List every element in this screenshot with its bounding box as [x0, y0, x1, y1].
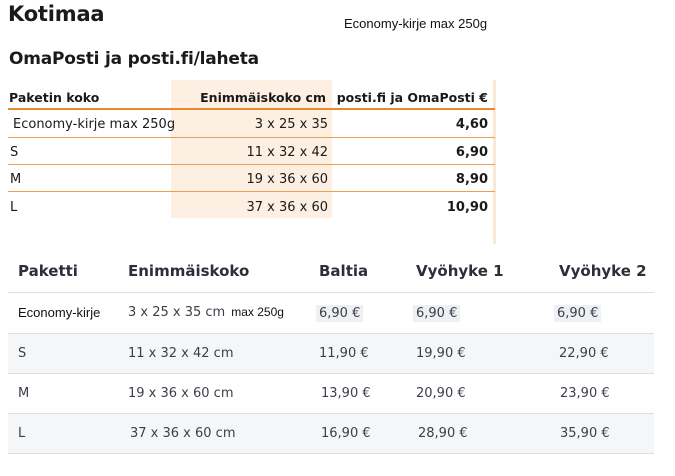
table1-row-price: 4,60	[455, 117, 488, 132]
economy-letter-note: Economy-kirje max 250g	[344, 16, 488, 31]
table2-row-baltia: 11,90 €	[319, 346, 369, 361]
table2-header-divider	[8, 292, 654, 293]
table1-row-divider	[8, 191, 495, 192]
table1-row-price: 10,90	[446, 200, 488, 215]
table2-row-baltia: 6,90 €	[316, 305, 364, 322]
table2-header-zone1: Vyöhyke 1	[416, 262, 504, 280]
page-title: Kotimaa	[8, 2, 105, 26]
table2-row-size: 37 x 36 x 60 cm	[130, 426, 236, 441]
table2-row-zone1: 19,90 €	[416, 346, 466, 361]
table2-row-zone1: 6,90 €	[413, 305, 461, 322]
table2-row-size-note: max 250g	[231, 305, 284, 319]
table1-row-name: Economy-kirje max 250g	[13, 117, 176, 132]
table2-row-zone1: 20,90 €	[416, 386, 466, 401]
table1-row-size: 11 x 32 x 42	[246, 145, 328, 160]
table2-header-zone2: Vyöhyke 2	[559, 262, 647, 280]
table2-header-baltia: Baltia	[319, 262, 369, 280]
table2-row-size-cell: 3 x 25 x 35 cm max 250g	[128, 305, 284, 320]
table2-row-background	[8, 414, 654, 453]
table1-header-size-name: Paketin koko	[9, 90, 100, 105]
table1-row-size: 3 x 25 x 35	[254, 117, 328, 132]
table1-row-divider	[8, 164, 495, 165]
table2-row-divider	[8, 413, 654, 414]
table2-row-size: 11 x 32 x 42 cm	[128, 346, 234, 361]
table2-row-baltia: 13,90 €	[321, 386, 371, 401]
table2-header-package: Paketti	[18, 262, 78, 280]
table2-row-divider	[8, 453, 654, 454]
table1-row-divider	[8, 137, 495, 138]
table2-row-divider	[8, 333, 654, 334]
table2-row-zone2: 22,90 €	[559, 346, 609, 361]
table2-row-zone2: 35,90 €	[560, 426, 610, 441]
table1-row-name: S	[10, 145, 19, 160]
table2-row-name: M	[18, 386, 30, 401]
table2-row-size: 19 x 36 x 60 cm	[128, 386, 234, 401]
table2-row-zone2: 6,90 €	[554, 305, 602, 322]
highlight-edge	[493, 80, 496, 244]
table1-row-price: 8,90	[455, 172, 488, 187]
table2-row-zone2: 23,90 €	[560, 386, 610, 401]
table2-row-baltia: 16,90 €	[321, 426, 371, 441]
table1-header-rule	[8, 108, 495, 110]
section-title: OmaPosti ja posti.fi/laheta	[9, 49, 259, 69]
table2-row-name: Economy-kirje	[18, 305, 101, 320]
table2-row-name: S	[18, 346, 27, 361]
table2-row-zone1: 28,90 €	[418, 426, 468, 441]
table1-row-name: L	[10, 200, 18, 215]
table2-row-divider	[8, 373, 654, 374]
table2-row-background	[8, 334, 654, 373]
table2-row-name: L	[18, 426, 26, 441]
table2-row-size: 3 x 25 x 35 cm	[128, 305, 226, 320]
table1-header-price: posti.fi ja OmaPosti €	[336, 90, 488, 105]
table1-row-size: 37 x 36 x 60	[246, 200, 328, 215]
table1-row-price: 6,90	[455, 145, 488, 160]
highlight-column	[171, 80, 332, 218]
table1-row-name: M	[10, 172, 22, 187]
table1-row-size: 19 x 36 x 60	[246, 172, 328, 187]
table1-header-max-size: Enimmäiskoko cm	[200, 90, 326, 105]
table2-header-max-size: Enimmäiskoko	[128, 262, 250, 280]
